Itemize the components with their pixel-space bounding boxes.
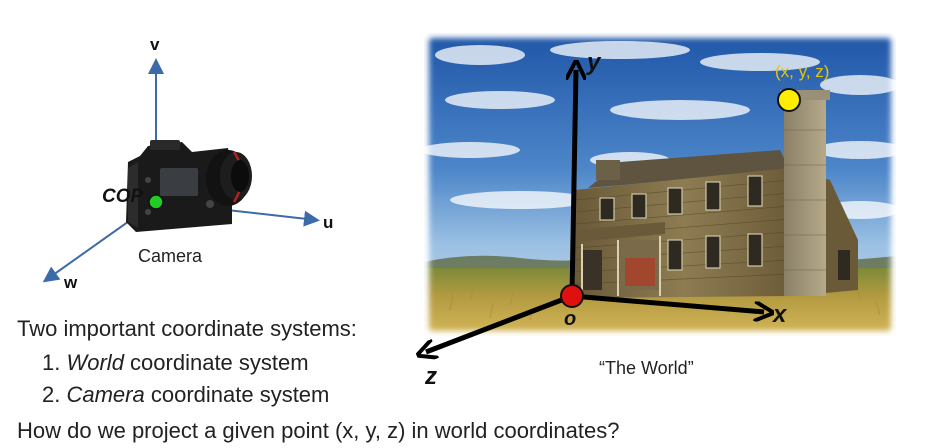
list-number: 1.	[42, 350, 61, 375]
list-emphasis: World	[66, 350, 124, 375]
photo-vignette	[419, 28, 901, 341]
world-origin-point	[560, 284, 584, 308]
question-text: How do we project a given point (x, y, z…	[17, 418, 620, 443]
intro-text: Two important coordinate systems:	[17, 316, 357, 341]
list-item-world: 1. World coordinate system	[42, 352, 309, 374]
list-text: coordinate system	[123, 350, 309, 375]
cop-label: COP	[102, 186, 144, 207]
world-x-label: x	[771, 301, 788, 328]
world-photo	[424, 33, 896, 336]
world-z-axis	[426, 293, 573, 352]
world-caption: “The World”	[599, 358, 694, 378]
world-y-axis	[572, 70, 576, 297]
world-point	[777, 88, 801, 112]
world-origin-label: o	[564, 308, 576, 330]
camera-v-label: v	[150, 35, 160, 54]
list-text: coordinate system	[144, 382, 330, 407]
camera-icon	[126, 140, 252, 232]
list-number: 2.	[42, 382, 61, 407]
world-point-label: (x, y, z)	[775, 62, 829, 81]
list-item-camera: 2. Camera coordinate system	[42, 384, 329, 406]
clouds	[424, 41, 896, 219]
world-x-axis	[571, 293, 764, 312]
house	[574, 90, 858, 298]
world-y-label: y	[586, 49, 602, 76]
cop-point	[148, 194, 164, 210]
camera-w-label: w	[63, 273, 78, 292]
world-z-label: z	[424, 363, 437, 390]
camera-u-label: u	[323, 213, 333, 232]
list-emphasis: Camera	[66, 382, 145, 407]
camera-caption: Camera	[138, 246, 203, 266]
